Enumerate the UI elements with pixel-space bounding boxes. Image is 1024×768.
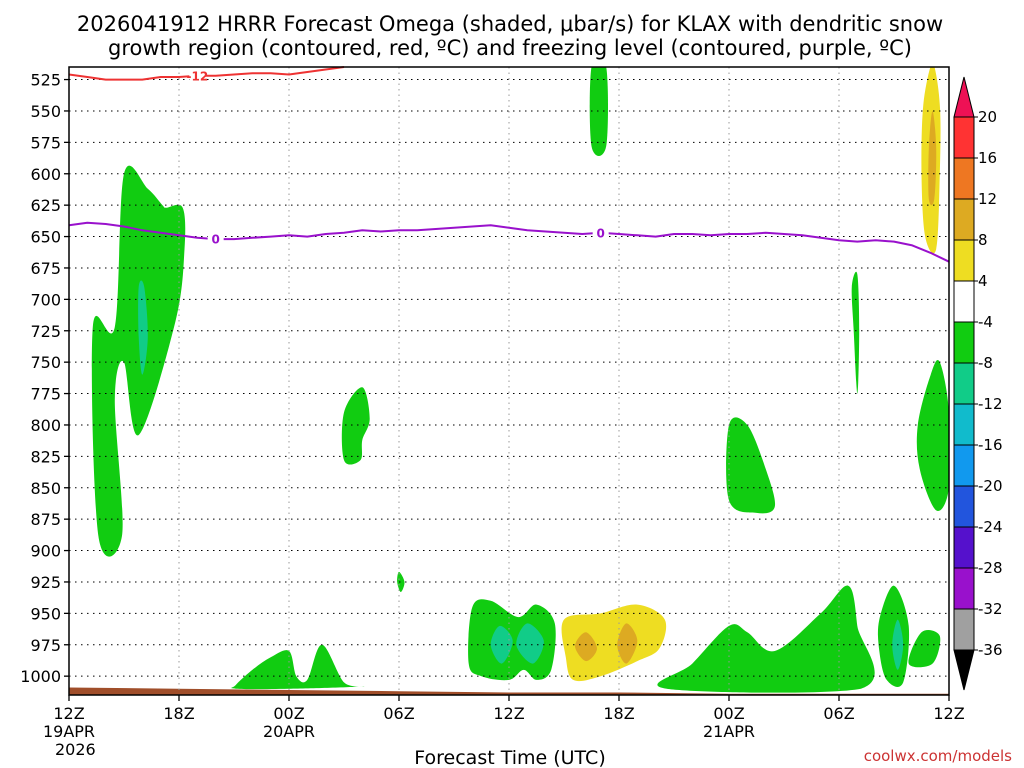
colorbar-band bbox=[953, 198, 975, 241]
y-tick-label: 725 bbox=[30, 322, 61, 341]
colorbar-tick-label: 8 bbox=[978, 231, 988, 249]
pressure-axis: 525 550 575 600 625 650 675 700 725 750 775 800 825 8… bbox=[20, 71, 69, 686]
colorbar-band bbox=[953, 280, 975, 323]
x-tick-label: 12Z bbox=[493, 704, 524, 723]
y-tick-label: 625 bbox=[30, 196, 61, 215]
x-tick-label: 06Z bbox=[383, 704, 414, 723]
colorbar-tick-label: 12 bbox=[978, 190, 997, 208]
colorbar-band bbox=[953, 526, 975, 569]
omega-colorbar: 20 16 12 8 4 -4 -8 -12 -16 -20 -24 -28 -32 -36 bbox=[953, 76, 1003, 691]
orange-area-3 bbox=[928, 111, 937, 206]
green-area-3 bbox=[397, 571, 405, 592]
x-tick-date: 19APR bbox=[43, 722, 95, 741]
y-tick-label: 825 bbox=[30, 447, 61, 466]
colorbar-tick-label: -32 bbox=[978, 600, 1003, 618]
green-area-4 bbox=[589, 67, 608, 156]
chart-title-line1: 2026041912 HRRR Forecast Omega (shaded, … bbox=[77, 12, 943, 36]
green-area-2 bbox=[341, 387, 370, 465]
x-axis-label: Forecast Time (UTC) bbox=[414, 747, 605, 768]
dendritic-region-label-bg bbox=[189, 68, 206, 83]
orange-area-1 bbox=[575, 632, 597, 662]
colorbar-band bbox=[953, 362, 975, 405]
colorbar-tick-label: -4 bbox=[978, 313, 993, 331]
y-tick-label: 900 bbox=[30, 542, 61, 561]
colorbar-tick-label: -20 bbox=[978, 477, 1003, 495]
x-tick-label: 00Z bbox=[713, 704, 744, 723]
green-area-7 bbox=[657, 585, 875, 693]
colorbar-tick-label: 4 bbox=[978, 272, 988, 290]
y-tick-label: 775 bbox=[30, 385, 61, 404]
green-area-5 bbox=[231, 644, 365, 690]
x-tick-year: 2026 bbox=[55, 740, 96, 759]
x-tick-date: 21APR bbox=[703, 722, 755, 741]
x-tick-label: 06Z bbox=[823, 704, 854, 723]
y-tick-label: 700 bbox=[30, 290, 61, 309]
colorbar-band bbox=[953, 321, 975, 364]
colorbar-band bbox=[953, 608, 975, 651]
x-tick-label: 12Z bbox=[933, 704, 964, 723]
y-tick-label: 1000 bbox=[20, 667, 61, 686]
x-tick-label: 18Z bbox=[603, 704, 634, 723]
freezing-level-label: 0 bbox=[596, 226, 604, 240]
colorbar-band bbox=[953, 444, 975, 487]
dendritic-region-label: -12 bbox=[186, 69, 208, 83]
y-tick-label: 650 bbox=[30, 228, 61, 247]
green-area-8 bbox=[726, 417, 776, 514]
colorbar-band bbox=[953, 403, 975, 446]
green-area-9 bbox=[851, 271, 860, 394]
colorbar-bottom-arrow bbox=[953, 649, 975, 691]
x-tick-date: 20APR bbox=[263, 722, 315, 741]
teal-area-1 bbox=[138, 280, 148, 375]
y-tick-label: 925 bbox=[30, 573, 61, 592]
colorbar-tick-label: -24 bbox=[978, 518, 1003, 536]
chart-title-line2: growth region (contoured, red, ºC) and f… bbox=[108, 36, 912, 60]
x-tick-label: 12Z bbox=[53, 704, 84, 723]
colorbar-tick-label: -28 bbox=[978, 559, 1003, 577]
freezing-level-label: 0 bbox=[211, 233, 219, 247]
colorbar-tick-label: 16 bbox=[978, 149, 997, 167]
green-area-11 bbox=[908, 629, 941, 668]
y-tick-label: 875 bbox=[30, 510, 61, 529]
y-tick-label: 975 bbox=[30, 636, 61, 655]
y-tick-label: 850 bbox=[30, 479, 61, 498]
freezing-level-label-bg bbox=[592, 225, 609, 240]
ground-layer bbox=[69, 687, 949, 695]
x-tick-label: 00Z bbox=[273, 704, 304, 723]
green-area-1 bbox=[91, 165, 186, 557]
colorbar-tick-label: -36 bbox=[978, 641, 1003, 659]
y-tick-label: 950 bbox=[30, 604, 61, 623]
grid-lines bbox=[68, 67, 950, 695]
y-tick-label: 800 bbox=[30, 416, 61, 435]
y-tick-label: 675 bbox=[30, 259, 61, 278]
x-tick-label: 18Z bbox=[163, 704, 194, 723]
colorbar-band bbox=[953, 239, 975, 282]
colorbar-tick-label: -16 bbox=[978, 436, 1003, 454]
colorbar-band bbox=[953, 116, 975, 159]
y-tick-label: 550 bbox=[30, 102, 61, 121]
orange-area-2 bbox=[617, 623, 638, 664]
y-tick-label: 600 bbox=[30, 165, 61, 184]
y-tick-label: 525 bbox=[30, 71, 61, 90]
colorbar-top-arrow bbox=[953, 76, 975, 118]
omega-shaded-areas bbox=[91, 67, 949, 693]
colorbar-tick-label: -12 bbox=[978, 395, 1003, 413]
yellow-area-1 bbox=[561, 604, 667, 682]
freezing-level-line bbox=[68, 221, 950, 263]
ground-fill bbox=[69, 687, 949, 695]
colorbar-band bbox=[953, 485, 975, 528]
teal-area-3 bbox=[516, 623, 544, 664]
freezing-level-label-bg bbox=[207, 232, 224, 247]
green-area-12 bbox=[916, 360, 949, 511]
y-tick-label: 750 bbox=[30, 353, 61, 372]
colorbar-tick-label: 20 bbox=[978, 108, 997, 126]
y-tick-label: 575 bbox=[30, 133, 61, 152]
contour-lines: 0 0 -12 bbox=[68, 66, 950, 263]
colorbar-band bbox=[953, 567, 975, 610]
dendritic-region-line bbox=[68, 66, 345, 81]
colorbar-band bbox=[953, 157, 975, 200]
colorbar-tick-label: -8 bbox=[978, 354, 993, 372]
credit-text: coolwx.com/models bbox=[864, 747, 1012, 765]
